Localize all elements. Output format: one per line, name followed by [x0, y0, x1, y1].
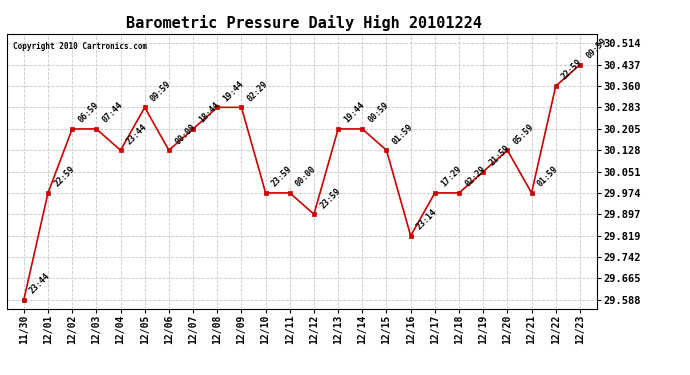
Text: 21:59: 21:59 — [487, 143, 511, 167]
Text: 05:59: 05:59 — [511, 122, 535, 146]
Text: 02:29: 02:29 — [463, 165, 487, 189]
Text: 02:29: 02:29 — [246, 79, 270, 103]
Text: 01:59: 01:59 — [535, 165, 560, 189]
Text: 22:59: 22:59 — [560, 58, 584, 82]
Text: 23:59: 23:59 — [270, 165, 294, 189]
Text: 17:29: 17:29 — [439, 165, 463, 189]
Text: 01:59: 01:59 — [391, 122, 415, 146]
Text: 19:44: 19:44 — [342, 101, 366, 125]
Text: Copyright 2010 Cartronics.com: Copyright 2010 Cartronics.com — [13, 42, 147, 51]
Text: 23:59: 23:59 — [318, 186, 342, 210]
Text: 22:59: 22:59 — [52, 165, 76, 189]
Text: Barometric Pressure Daily High 20101224: Barometric Pressure Daily High 20101224 — [126, 15, 482, 31]
Text: 19:44: 19:44 — [221, 79, 246, 103]
Text: 00:59: 00:59 — [366, 101, 391, 125]
Text: 00:00: 00:00 — [294, 165, 318, 189]
Text: 07:44: 07:44 — [101, 101, 125, 125]
Text: 23:14: 23:14 — [415, 208, 439, 232]
Text: 09:59: 09:59 — [584, 36, 608, 60]
Text: 23:44: 23:44 — [28, 272, 52, 296]
Text: 06:59: 06:59 — [77, 101, 100, 125]
Text: 23:44: 23:44 — [125, 122, 149, 146]
Text: 18:44: 18:44 — [197, 101, 221, 125]
Text: 09:59: 09:59 — [149, 79, 173, 103]
Text: 00:00: 00:00 — [173, 122, 197, 146]
